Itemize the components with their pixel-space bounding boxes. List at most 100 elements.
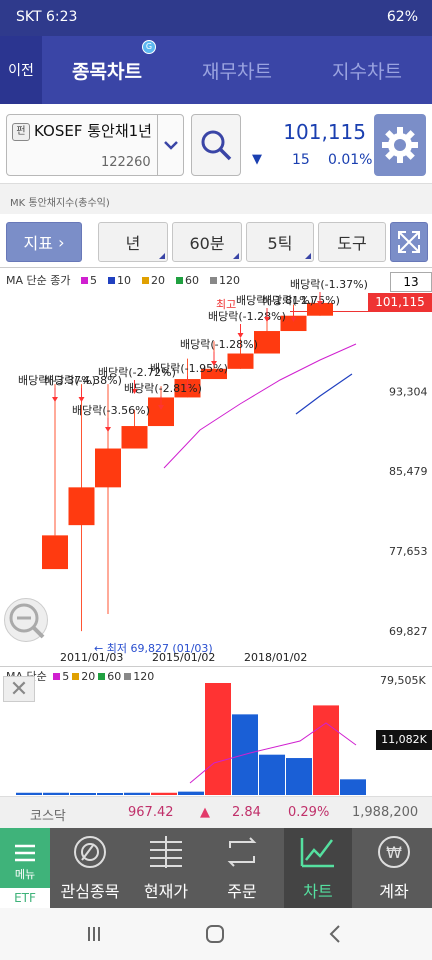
- candle-body: [307, 302, 333, 316]
- zoom-out-icon: [9, 603, 45, 639]
- volume-bar: [124, 792, 150, 795]
- vol-ma-legend-label: 120: [133, 670, 155, 683]
- dividend-label: 배당락(-4.38%): [44, 374, 122, 387]
- ma-legend-item: 60: [173, 274, 203, 287]
- nav-quote-label: 현재가: [143, 882, 189, 901]
- dividend-arrowhead: [158, 405, 164, 410]
- tick-button[interactable]: 5틱: [246, 222, 314, 262]
- period-year-button[interactable]: 년: [98, 222, 168, 262]
- stock-selector[interactable]: 펀 KOSEF 통안채1년 122260: [6, 114, 184, 176]
- candle-body: [95, 448, 121, 488]
- minute-label: 60분: [189, 234, 225, 253]
- status-bar: SKT 6:23 62%: [0, 0, 432, 36]
- volume-bar: [340, 779, 366, 795]
- dividend-label: 배당락(-1.37%): [290, 278, 368, 291]
- ma-legend-label: 60: [185, 274, 199, 287]
- tab-financial-chart[interactable]: 재무차트: [202, 60, 272, 83]
- price-chart[interactable]: 93,304 85,479 77,653 69,827 배당락(-3.37%) 배당락(-…: [0, 268, 432, 666]
- volume-ma-line: [189, 722, 357, 784]
- search-button[interactable]: [191, 114, 241, 176]
- nav-quote[interactable]: 현재가: [132, 828, 200, 908]
- volume-bar: [70, 793, 96, 795]
- status-carrier-time: SKT 6:23: [16, 9, 78, 25]
- dividend-label: 배당락(-3.37%): [18, 374, 96, 387]
- nav-account[interactable]: ₩ 계좌: [360, 828, 428, 908]
- candle-body: [68, 487, 95, 526]
- low-label: ← 최저 69,827 (01/03): [94, 642, 213, 655]
- volume-chart: [16, 683, 366, 795]
- price-change: 15: [292, 152, 310, 168]
- ticker-change: 2.84: [232, 805, 261, 820]
- close-volume-button[interactable]: ✕: [3, 676, 35, 702]
- x-tick-label: 2015/01/02: [152, 651, 215, 664]
- market-ticker[interactable]: 코스닥 967.42 ▲ 2.84 0.29% 1,988,200: [0, 796, 432, 828]
- menu-button[interactable]: 메뉴 ETF: [0, 828, 50, 908]
- y-tick-label: 77,653: [389, 545, 428, 558]
- ma-legend-item: 20: [139, 274, 169, 287]
- volume-bar: [259, 754, 285, 795]
- hamburger-icon: [15, 844, 35, 862]
- volume-bar: [16, 792, 42, 795]
- dividend-label: 배당락(-1.28%): [208, 310, 286, 323]
- ma5-line: [163, 343, 357, 469]
- nav-order[interactable]: 주문: [208, 828, 276, 908]
- dividend-label: 배당락(-1.95%): [150, 362, 228, 375]
- volume-bar: [97, 793, 123, 795]
- x-tick-label: 2011/01/03: [60, 651, 123, 664]
- volume-pane[interactable]: [0, 666, 432, 796]
- candle-body: [121, 426, 148, 449]
- volume-bar: [313, 705, 339, 795]
- vol-ma-legend-item: 20: [69, 670, 95, 683]
- menu-label: 메뉴: [14, 868, 36, 881]
- ma-legend-label: 120: [219, 274, 240, 287]
- ticker-volume: 1,988,200: [352, 805, 419, 820]
- back-button[interactable]: 이전: [0, 36, 42, 104]
- nav-watchlist[interactable]: 관심종목: [56, 828, 124, 908]
- candlestick-chart: 93,30485,47977,65369,827배당락(-3.37%)배당락(-…: [18, 278, 428, 664]
- search-icon: [201, 130, 232, 161]
- candle-count-box[interactable]: 13: [390, 272, 432, 292]
- nav-order-label: 주문: [227, 882, 257, 901]
- stock-info-panel: 펀 KOSEF 통안채1년 122260 101,115 ▼ 15 0.01%: [0, 104, 432, 184]
- expand-button[interactable]: [390, 222, 428, 262]
- zoom-out-button[interactable]: [4, 598, 48, 642]
- minute-button[interactable]: 60분: [172, 222, 242, 262]
- won-icon: ₩: [378, 836, 410, 868]
- y-tick-label: 69,827: [389, 625, 428, 638]
- tool-button[interactable]: 도구: [318, 222, 386, 262]
- index-label: MK 통안채지수(총수익): [0, 184, 432, 214]
- nav-chart[interactable]: 차트: [284, 828, 352, 908]
- settings-button[interactable]: [374, 114, 426, 176]
- vol-ma-legend-item: 120: [121, 670, 154, 683]
- ma-legend: MA 단순 종가 5 10 20 60 120: [6, 272, 252, 288]
- dividend-arrowhead: [184, 385, 191, 390]
- volume-bar: [43, 792, 69, 795]
- recents-icon[interactable]: [86, 926, 102, 942]
- back-nav-icon[interactable]: [328, 924, 342, 944]
- dividend-arrowhead: [52, 397, 58, 402]
- app-header: 이전 종목차트 재무차트 지수차트 G: [0, 36, 432, 104]
- dividend-arrowhead: [290, 317, 297, 322]
- indicator-button[interactable]: 지표 ›: [6, 222, 82, 262]
- vol-ma-legend-label: 5: [62, 670, 70, 683]
- volume-max-label: 79,505K: [380, 674, 426, 687]
- tick-label: 5틱: [267, 234, 293, 253]
- tab-index-chart[interactable]: 지수차트: [332, 60, 402, 83]
- ma-legend-label: 10: [117, 274, 131, 287]
- dividend-label: 배당락(-2.81%): [124, 382, 202, 395]
- ticker-percent: 0.29%: [288, 805, 330, 820]
- dividend-arrowhead: [317, 301, 323, 306]
- vol-ma-legend-label: 20: [81, 670, 96, 683]
- android-nav-bar: [0, 908, 432, 960]
- indicator-label: 지표: [23, 234, 53, 253]
- high-label: 최고: [216, 298, 236, 311]
- candle-body: [201, 368, 227, 380]
- price-change-percent: 0.01%: [328, 152, 373, 168]
- svg-text:₩: ₩: [386, 843, 402, 862]
- chevron-down-icon[interactable]: [157, 115, 184, 175]
- fund-badge: 펀: [12, 123, 30, 141]
- ticker-value: 967.42: [128, 805, 174, 820]
- home-icon[interactable]: [205, 924, 225, 944]
- tab-stock-chart[interactable]: 종목차트: [72, 60, 142, 83]
- legend-title: MA 단순 종가: [6, 274, 71, 287]
